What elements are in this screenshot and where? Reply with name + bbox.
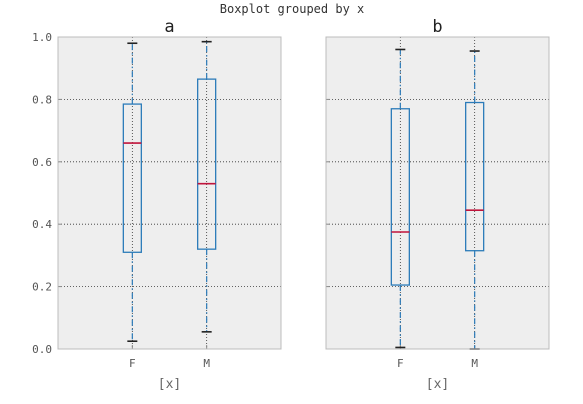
panel-frame xyxy=(57,36,282,350)
figure-suptitle: Boxplot grouped by x xyxy=(220,2,365,16)
plots-area: 0.0 0.2 0.4 0.6 0.8 1.0 F Ma [x] F Mb [x] xyxy=(32,17,550,392)
x-tick-label-F: F xyxy=(129,357,136,370)
y-tick-label: 0.0 xyxy=(32,343,52,356)
x-tick-label-M: M xyxy=(471,357,478,370)
box-F xyxy=(122,42,142,343)
box-body xyxy=(390,108,410,286)
panel-background xyxy=(326,37,549,349)
y-tick-label: 0.4 xyxy=(32,218,52,231)
subplot-title-b: b xyxy=(432,17,442,37)
box-body xyxy=(122,103,142,253)
y-tick-label: 0.6 xyxy=(32,156,52,169)
x-axis-label: [x] xyxy=(158,377,181,392)
x-axis-label: [x] xyxy=(426,377,449,392)
box-body xyxy=(465,101,485,252)
subplot-title-a: a xyxy=(164,17,174,37)
chart-panel-a: 0.0 0.2 0.4 0.6 0.8 1.0 F Ma [x] xyxy=(32,17,282,392)
panel-background xyxy=(58,37,281,349)
x-tick-label-M: M xyxy=(203,357,210,370)
y-tick-label: 1.0 xyxy=(32,31,52,44)
panel-frame xyxy=(325,36,550,350)
chart-panel-b: F Mb [x] xyxy=(325,17,550,392)
y-tick-label: 0.8 xyxy=(32,93,52,106)
x-tick-label-F: F xyxy=(397,357,404,370)
box-body xyxy=(197,78,217,250)
box-F xyxy=(390,48,410,349)
box-M xyxy=(197,40,217,333)
y-tick-label: 0.2 xyxy=(32,281,52,294)
